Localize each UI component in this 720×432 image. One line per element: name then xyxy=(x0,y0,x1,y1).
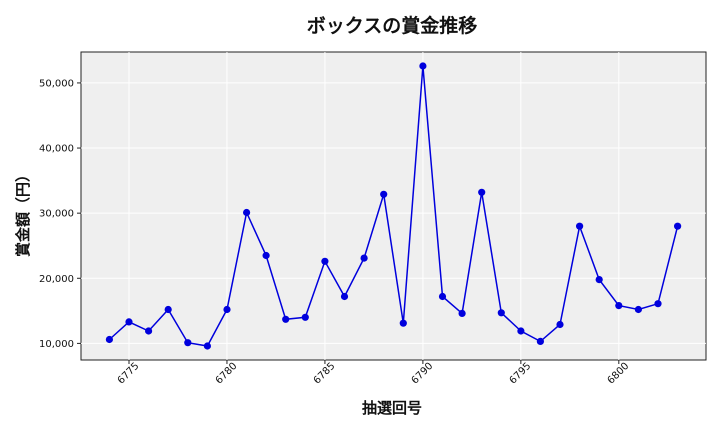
y-axis-ticks: 10,000 20,000 30,000 40,000 50,000 xyxy=(39,78,81,350)
chart-title: ボックスの賞金推移 xyxy=(307,14,477,37)
y-tick-label: 20,000 xyxy=(39,274,74,285)
x-tick-label: 6795 xyxy=(508,361,534,387)
data-point xyxy=(203,342,211,350)
y-tick-label: 50,000 xyxy=(39,78,74,89)
data-point xyxy=(262,251,270,260)
data-point xyxy=(517,327,525,335)
data-point xyxy=(674,222,682,230)
y-axis-label: 賞金額（円） xyxy=(14,167,32,257)
data-point xyxy=(419,62,427,70)
data-point xyxy=(399,319,407,327)
x-tick-label: 6800 xyxy=(606,361,632,387)
data-point xyxy=(458,309,466,317)
data-point xyxy=(478,188,486,196)
data-point xyxy=(576,222,584,230)
x-axis-label: 抽選回号 xyxy=(362,399,422,417)
data-point xyxy=(164,305,172,314)
data-point xyxy=(615,302,623,310)
x-axis-ticks: 6775 6780 6785 6790 6795 6800 xyxy=(116,360,632,387)
data-point xyxy=(184,339,192,347)
data-point xyxy=(497,309,505,317)
data-point xyxy=(360,254,368,262)
data-point xyxy=(282,315,290,323)
data-point xyxy=(321,257,329,265)
data-point xyxy=(595,276,603,284)
data-point xyxy=(438,292,447,301)
data-point xyxy=(654,300,662,308)
data-point xyxy=(340,292,349,301)
x-tick-label: 6780 xyxy=(214,361,240,387)
data-point xyxy=(634,305,643,314)
x-tick-label: 6775 xyxy=(116,361,142,387)
data-point xyxy=(536,337,545,345)
series-line-group xyxy=(105,62,682,350)
data-point xyxy=(556,320,564,329)
data-point xyxy=(243,208,251,217)
data-point xyxy=(145,327,153,335)
x-tick-label: 6785 xyxy=(312,361,338,387)
data-point xyxy=(105,335,113,344)
y-tick-label: 10,000 xyxy=(39,339,74,350)
data-point xyxy=(301,313,309,321)
data-point xyxy=(380,190,388,198)
y-tick-label: 30,000 xyxy=(39,209,74,220)
x-tick-label: 6790 xyxy=(410,361,436,387)
data-point xyxy=(125,318,133,326)
y-tick-label: 40,000 xyxy=(39,144,74,155)
plot-area xyxy=(80,51,707,361)
grid xyxy=(81,52,706,360)
data-point xyxy=(223,305,231,314)
